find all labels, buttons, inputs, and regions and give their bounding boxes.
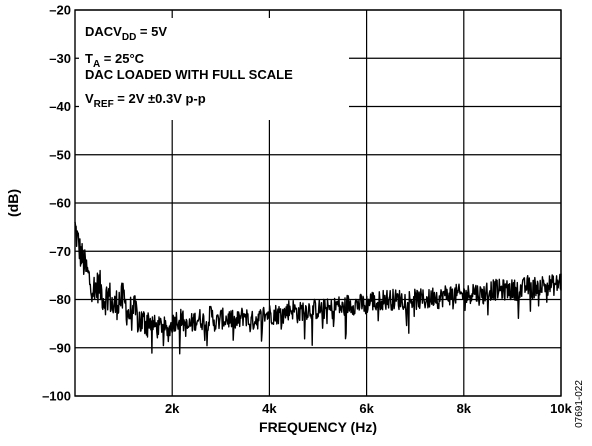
annotation-text: V bbox=[85, 91, 94, 106]
annotation-subscript: DD bbox=[122, 32, 136, 43]
annotation-subscript: REF bbox=[94, 99, 114, 110]
x-tick-label: 6k bbox=[359, 401, 374, 416]
annotation-subscript: A bbox=[93, 59, 100, 70]
y-tick-label: –50 bbox=[49, 147, 71, 162]
plot-frame bbox=[74, 9, 562, 397]
y-tick-label: –30 bbox=[49, 51, 71, 66]
y-tick-labels: –20 –30 –40 –50 –60 –70 –80 –90 –100 bbox=[42, 3, 71, 404]
annotation-text: DACV bbox=[85, 24, 122, 39]
x-tick-label: 10k bbox=[550, 401, 572, 416]
annotation-text: DAC LOADED WITH FULL SCALE bbox=[85, 67, 293, 82]
annotation-line: DAC LOADED WITH FULL SCALE bbox=[85, 67, 293, 82]
annotation-line: VREF = 2V ±0.3V p-p bbox=[85, 91, 206, 110]
x-tick-label: 2k bbox=[165, 401, 180, 416]
x-tick-label: 4k bbox=[262, 401, 277, 416]
series-layer bbox=[74, 221, 562, 355]
annotation-text: T bbox=[85, 51, 93, 66]
y-tick-label: –90 bbox=[49, 340, 71, 355]
y-tick-label: –100 bbox=[42, 389, 71, 404]
y-axis-title: (dB) bbox=[5, 189, 21, 217]
x-tick-label: 8k bbox=[457, 401, 472, 416]
y-tick-label: –60 bbox=[49, 196, 71, 211]
annotation-text: = 5V bbox=[136, 24, 167, 39]
annotation-text: = 25°C bbox=[100, 51, 144, 66]
y-tick-label: –40 bbox=[49, 99, 71, 114]
annotation-line: TA = 25°C bbox=[85, 51, 145, 70]
annotation-text: = 2V ±0.3V p-p bbox=[114, 91, 206, 106]
x-tick-labels: 2k 4k 6k 8k 10k bbox=[165, 401, 573, 416]
series-line bbox=[74, 221, 562, 355]
y-tick-label: –20 bbox=[49, 3, 71, 18]
figure-id: 07691-022 bbox=[574, 380, 585, 428]
annotation-background bbox=[79, 18, 349, 120]
y-tick-label: –70 bbox=[49, 244, 71, 259]
y-tick-label: –80 bbox=[49, 292, 71, 307]
x-axis-title: FREQUENCY (Hz) bbox=[259, 419, 377, 435]
annotation-line: DACVDD = 5V bbox=[85, 24, 167, 43]
